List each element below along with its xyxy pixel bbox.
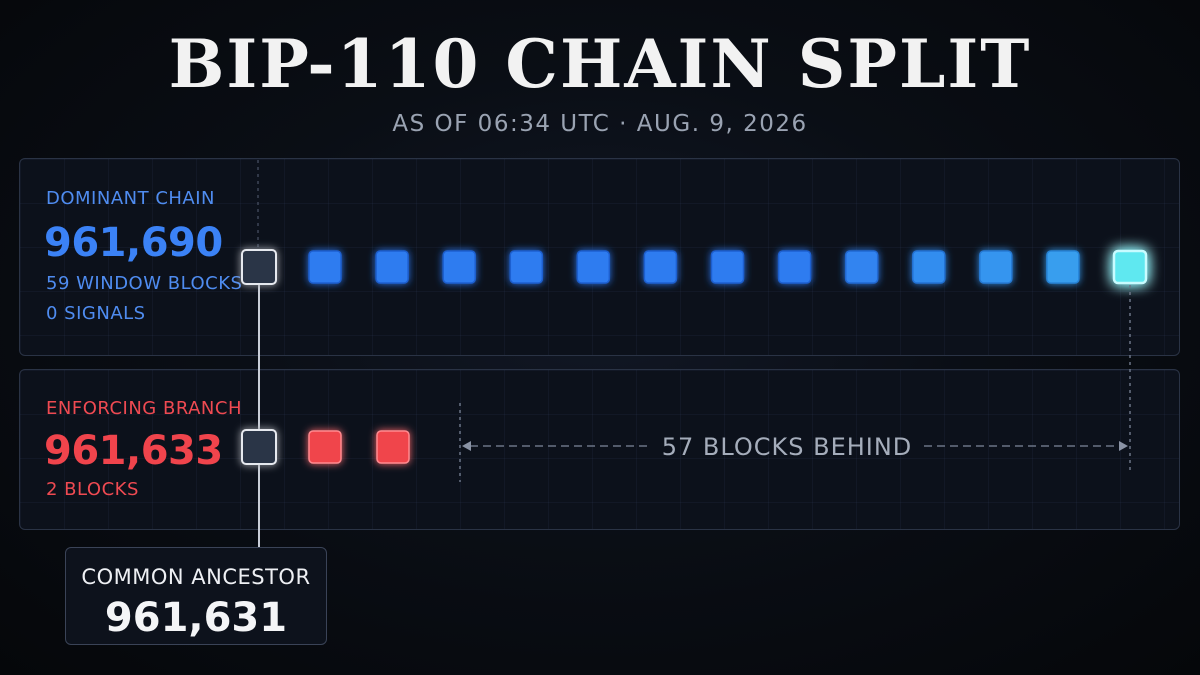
enforcing-branch-panel [19,369,1180,530]
enforcing-branch-height: 961,633 [44,428,223,474]
dominant-block [912,250,946,284]
dominant-tip-block [1112,249,1148,285]
dominant-chain-height: 961,690 [44,220,223,266]
ancestor-block-dominant [241,249,277,285]
dominant-block [777,250,812,284]
common-ancestor-box: COMMON ANCESTOR 961,631 [65,547,327,645]
dominant-block [710,250,745,284]
dominant-chain-label: DOMINANT CHAIN [46,188,216,209]
dominant-block [979,250,1013,284]
enforcing-branch-label: ENFORCING BRANCH [46,398,242,419]
dominant-block [509,250,544,284]
dominant-block [1046,250,1080,284]
enforcing-blocks-count: 2 BLOCKS [46,479,139,500]
enforcing-block [308,430,342,464]
dominant-block [844,250,879,284]
dominant-block [576,250,611,284]
dominant-block [308,250,342,284]
dominant-signals: 0 SIGNALS [46,303,146,324]
common-ancestor-label: COMMON ANCESTOR [81,565,311,589]
common-ancestor-height: 961,631 [104,595,288,641]
gap-arrow-right-icon [1119,441,1128,451]
dominant-block [375,250,409,284]
enforcing-branch-blocks [308,430,410,464]
gap-arrow-left-icon [462,441,471,451]
ancestor-block-enforcing [241,429,277,465]
gap-label: 57 BLOCKS BEHIND [662,433,913,461]
dominant-block [442,250,476,284]
dominant-block [643,250,678,284]
page-title: BIP-110 CHAIN SPLIT [168,25,1032,103]
enforcing-block [376,430,410,464]
dominant-chain-blocks [308,249,1148,285]
page-subtitle: AS OF 06:34 UTC · AUG. 9, 2026 [392,111,808,137]
dominant-window-blocks: 59 WINDOW BLOCKS [46,273,243,294]
